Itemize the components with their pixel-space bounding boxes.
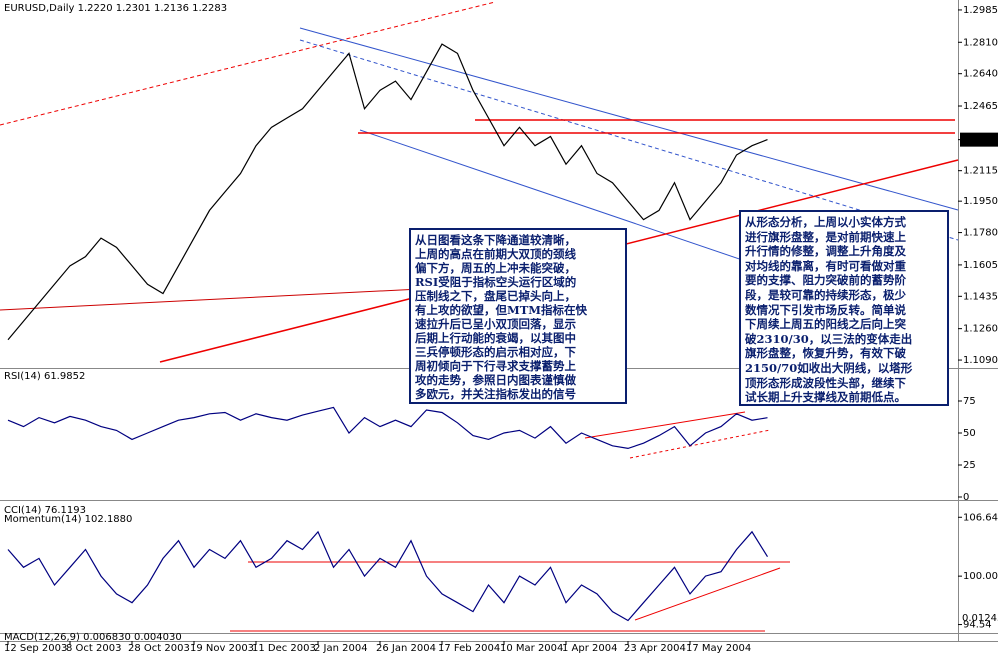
series-line bbox=[7, 530, 769, 622]
y-tick-label: 1.1950 bbox=[963, 196, 998, 207]
channel-line bbox=[299, 39, 959, 241]
price-marker bbox=[960, 132, 998, 147]
x-tick-label: 2 Jan 2004 bbox=[314, 643, 368, 654]
y-tick-label: 25 bbox=[963, 460, 976, 471]
annotation-line: 多欧元，并关注指标发出的信号 bbox=[415, 387, 576, 401]
annotation-line: 从形态分析，上周以小实体方式 bbox=[745, 215, 906, 229]
annotation-line: 段，是较可靠的持续形态，极少 bbox=[745, 287, 906, 302]
annotation-line: 对均线的靠离，有时可看做对重 bbox=[745, 258, 906, 273]
y-tick-label: 1.2810 bbox=[963, 37, 998, 48]
panel-subtitle: CCI(14) 76.1193 bbox=[4, 505, 86, 516]
trend-line bbox=[634, 567, 781, 621]
annotation-line: 升行情的修整，调整上升角度及 bbox=[745, 244, 906, 259]
y-tick-label: 1.1260 bbox=[963, 324, 998, 335]
annotation-line: 试长期上升支撑线及前期低点。 bbox=[745, 390, 906, 405]
chart-title: EURUSD,Daily 1.2220 1.2301 1.2136 1.2283 bbox=[4, 3, 227, 14]
y-tick-label: 75 bbox=[963, 396, 976, 407]
annotation-line: 后期上行动能的衰竭，以其图中 bbox=[415, 331, 576, 345]
channel-line bbox=[299, 27, 959, 211]
y-tick-label: 100.00 bbox=[963, 571, 998, 582]
annotation-line: 要的支撑、阻力突破前的蓄势阶 bbox=[745, 273, 906, 288]
y-tick-label: 1.1780 bbox=[963, 228, 998, 239]
y-tick-label: 1.1605 bbox=[963, 260, 998, 271]
y-tick-label: 50 bbox=[963, 428, 976, 439]
annotation-line: 偏下方，周五的上冲未能突破， bbox=[415, 261, 576, 275]
annotation-line: 2150/70如收出大阴线，以塔形 bbox=[745, 360, 913, 375]
series-line bbox=[7, 43, 768, 341]
annotation-line: 有上攻的欲望，但MTM指标在快 bbox=[415, 303, 588, 317]
annotation-line: 攻的走势，参照日内图表谨慎做 bbox=[415, 373, 576, 387]
annotation-line: 破2310/30，以三法的变体走出 bbox=[745, 331, 913, 346]
annotation-line: 进行旗形盘整，是对前期快速上 bbox=[745, 229, 906, 244]
annotation-line: 从日图看这条下降通道较清晰， bbox=[415, 233, 576, 247]
scale-label: 0.01243 bbox=[962, 613, 998, 624]
annotation-line: RSI受阻于指标空头运行区域的 bbox=[415, 275, 577, 289]
panel-title: Momentum(14) 102.1880 bbox=[4, 514, 132, 525]
x-tick-label: 19 Nov 2003 bbox=[190, 643, 254, 654]
annotation-line: 速拉升后已呈小双顶回落，显示 bbox=[415, 317, 576, 331]
x-tick-label: 8 Oct 2003 bbox=[66, 643, 121, 654]
y-tick-label: 1.2283 bbox=[963, 135, 998, 146]
annotation-line: 压制线之下，盘尾已掉头向上， bbox=[415, 289, 576, 303]
trend-line bbox=[0, 1, 496, 126]
series-line bbox=[7, 406, 768, 450]
x-tick-label: 26 Jan 2004 bbox=[376, 643, 436, 654]
annotation-line: 数情况下引发市场反转。简单说 bbox=[745, 302, 906, 317]
x-tick-label: 28 Oct 2003 bbox=[128, 643, 190, 654]
annotation-box: 从形态分析，上周以小实体方式 进行旗形盘整，是对前期快速上 升行情的修整，调整上升角… bbox=[739, 210, 949, 406]
annotation-line: 旗形盘整，恢复升势，有效下破 bbox=[745, 346, 906, 361]
annotation-line: 三兵停顿形态的启示相对应，下 bbox=[415, 345, 576, 359]
x-tick-label: 17 Feb 2004 bbox=[438, 643, 500, 654]
annotation-line: 顶形态形成波段性头部，继续下 bbox=[745, 375, 906, 390]
x-tick-label: 23 Apr 2004 bbox=[624, 643, 686, 654]
y-tick-label: 1.1435 bbox=[963, 291, 998, 302]
y-tick-label: 1.2465 bbox=[963, 101, 998, 112]
y-tick-label: 1.2115 bbox=[963, 166, 998, 177]
y-tick-label: 106.64 bbox=[963, 512, 998, 523]
y-tick-label: 0 bbox=[963, 492, 969, 503]
annotation-line: 下周续上周五的阳线之后向上突 bbox=[745, 317, 906, 332]
annotation-line: 上周的高点在前期大双顶的颈线 bbox=[415, 247, 576, 261]
x-tick-label: 11 Dec 2003 bbox=[252, 643, 316, 654]
y-tick-label: 1.2640 bbox=[963, 69, 998, 80]
y-tick-label: 94.54 bbox=[963, 620, 992, 631]
panel-title: MACD(12,26,9) 0.006830 0.004030 bbox=[4, 632, 182, 643]
y-tick-label: 1.2985 bbox=[963, 5, 998, 16]
annotation-line: 周初倾向于下行寻求支撑蓄势上 bbox=[415, 359, 576, 373]
annotation-box: 从日图看这条下降通道较清晰， 上周的高点在前期大双顶的颈线 偏下方，周五的上冲未能突… bbox=[409, 228, 627, 404]
x-tick-label: 10 Mar 2004 bbox=[500, 643, 563, 654]
y-tick-label: 1.1090 bbox=[963, 355, 998, 366]
x-tick-label: 12 Sep 2003 bbox=[4, 643, 67, 654]
x-tick-label: 17 May 2004 bbox=[686, 643, 751, 654]
panel-title: RSI(14) 61.9852 bbox=[4, 371, 85, 382]
trend-line bbox=[584, 411, 746, 439]
x-tick-label: 1 Apr 2004 bbox=[562, 643, 617, 654]
